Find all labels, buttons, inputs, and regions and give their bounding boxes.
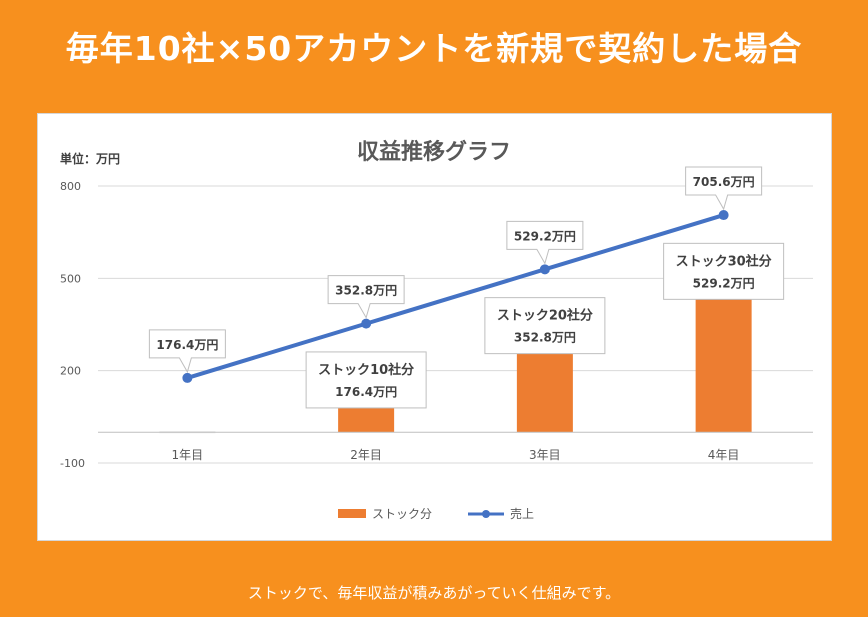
revenue-chart: 収益推移グラフ 単位：万円 ストック10社分 176.4万円 ストック20社分 352… — [60, 139, 813, 521]
line-label-value: 176.4万円 — [156, 338, 218, 352]
line-label-value: 352.8万円 — [335, 284, 397, 298]
bar-label-name: ストック10社分 — [318, 362, 414, 378]
bar-label-name: ストック30社分 — [676, 253, 772, 269]
bar-label-name: ストック20社分 — [497, 308, 593, 324]
sales-point — [361, 318, 372, 329]
line-label-callout — [327, 275, 405, 319]
chart-title: 収益推移グラフ — [357, 139, 511, 165]
line-data-label: 529.2万円 — [506, 220, 584, 265]
y-tick-label: 500 — [60, 272, 81, 285]
legend-item-stock: ストック分 — [338, 507, 432, 521]
unit-label: 単位：万円 — [60, 151, 120, 166]
sales-point — [718, 210, 729, 221]
legend-label: ストック分 — [372, 507, 432, 521]
line-label-callout — [506, 220, 584, 265]
legend-item-sales: 売上 — [468, 506, 534, 521]
page-headline: 毎年10社×50アカウントを新規で契約した場合 — [65, 29, 803, 68]
legend-label: 売上 — [510, 506, 534, 521]
x-tick-label: 4年目 — [708, 448, 740, 462]
bar-label-box — [484, 297, 606, 355]
bar-label-value: 352.8万円 — [514, 331, 576, 345]
legend-swatch-bar — [338, 509, 366, 518]
line-label-value: 529.2万円 — [514, 229, 576, 243]
chart-panel: 収益推移グラフ 単位：万円 ストック10社分 176.4万円 ストック20社分 352… — [37, 113, 832, 541]
x-tick-label: 2年目 — [350, 448, 382, 462]
line-data-label: 352.8万円 — [327, 275, 405, 319]
bar-label-value: 176.4万円 — [335, 385, 397, 399]
legend-swatch-marker — [482, 510, 490, 518]
x-tick-label: 1年目 — [172, 448, 204, 462]
bar-label-value: 529.2万円 — [693, 276, 755, 290]
sales-point — [539, 264, 550, 275]
bar-label-box — [305, 351, 427, 409]
bar-data-label: ストック30社分 529.2万円 — [663, 242, 785, 300]
y-tick-label: 800 — [60, 180, 81, 193]
sales-point — [182, 372, 193, 383]
line-label-callout — [148, 329, 226, 374]
y-tick-label: 200 — [60, 365, 81, 378]
line-data-label: 705.6万円 — [685, 166, 763, 211]
line-data-label: 176.4万円 — [148, 329, 226, 374]
line-label-callout — [685, 166, 763, 211]
bar-label-box — [663, 242, 785, 300]
page-caption: ストックで、毎年収益が積みあがっていく仕組みです。 — [247, 584, 621, 602]
sales-line — [185, 213, 726, 380]
x-tick-label: 3年目 — [529, 448, 561, 462]
bar-data-label: ストック20社分 352.8万円 — [484, 297, 606, 355]
y-tick-label: -100 — [60, 457, 85, 470]
line-label-value: 705.6万円 — [693, 175, 755, 189]
bar-data-label: ストック10社分 176.4万円 — [305, 351, 427, 409]
